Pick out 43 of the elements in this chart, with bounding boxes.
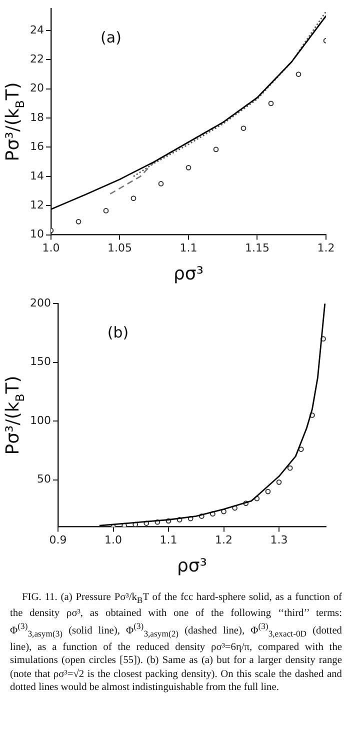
point bbox=[158, 181, 164, 186]
y-tick-label: 200 bbox=[30, 296, 51, 310]
x-tick-label: 1.0 bbox=[42, 241, 60, 254]
point bbox=[268, 100, 274, 106]
x-tick-label: 1.0 bbox=[104, 533, 122, 546]
y-axis-title: Pσ³/(kBT) bbox=[2, 82, 28, 162]
y-tick-label: 16 bbox=[30, 140, 44, 154]
y-tick-label: 22 bbox=[30, 52, 44, 66]
x-tick-label: 1.05 bbox=[108, 241, 132, 254]
x-tick-label: 1.3 bbox=[270, 533, 288, 546]
y-tick-label: 100 bbox=[30, 414, 51, 427]
y-tick-label: 12 bbox=[30, 198, 44, 212]
point bbox=[298, 446, 304, 452]
x-tick-label: 1.1 bbox=[160, 533, 178, 546]
point bbox=[296, 72, 302, 77]
x-tick-label: 1.15 bbox=[245, 241, 270, 254]
line-series bbox=[132, 10, 326, 178]
text: FIG. 11. (a) Pressure Pσ³/k$_{B}$T of the fcc hard-sphere solid, as a function of the density ρσ³, as obtained with one of the following ‘‘third’’ terms: Φ$^{(3)}$$_{3,asym(3)}$ (solid line), Φ$^{(3)}$$_{3,asym(2)}$ (dashed line), Φ$^{(3)}$$_{3,exact-0D}$ (dotted line), as a function of the reduced density ρσ³=6η/π, compared with the simulations (open circles [55]). (b) Same as (a) but for a larger density range (note that ρσ³=√2 is the closest packing density). On this scale the dashed and dotted lines would be almost indistinguishable from the full line. bbox=[10, 592, 342, 693]
point bbox=[287, 465, 293, 471]
y-tick-label: 18 bbox=[30, 110, 44, 124]
y-tick-label: 10 bbox=[30, 228, 44, 241]
y-tick-label: 20 bbox=[30, 82, 44, 95]
point bbox=[276, 479, 282, 485]
point bbox=[186, 164, 192, 170]
x-tick-label: 1.2 bbox=[215, 533, 233, 546]
x-axis-title: ρσ³ bbox=[176, 555, 208, 576]
text: (a) bbox=[100, 28, 122, 46]
point bbox=[265, 488, 271, 494]
x-tick-label: 0.9 bbox=[49, 533, 67, 546]
y-tick-label: 24 bbox=[30, 23, 44, 36]
x-tick-label: 1.2 bbox=[317, 241, 335, 254]
point bbox=[76, 218, 82, 224]
x-tick-label: 1.1 bbox=[180, 241, 198, 254]
y-tick-label: 150 bbox=[30, 355, 51, 368]
x-axis-title: ρσ³ bbox=[173, 263, 204, 284]
y-tick-label: 50 bbox=[36, 472, 51, 486]
point bbox=[213, 146, 219, 152]
point bbox=[103, 208, 109, 214]
text: (b) bbox=[107, 323, 129, 342]
point bbox=[240, 126, 246, 131]
y-tick-label: 14 bbox=[30, 169, 44, 182]
point bbox=[130, 196, 136, 202]
y-axis-title: Pσ³/(kBT) bbox=[2, 376, 28, 455]
